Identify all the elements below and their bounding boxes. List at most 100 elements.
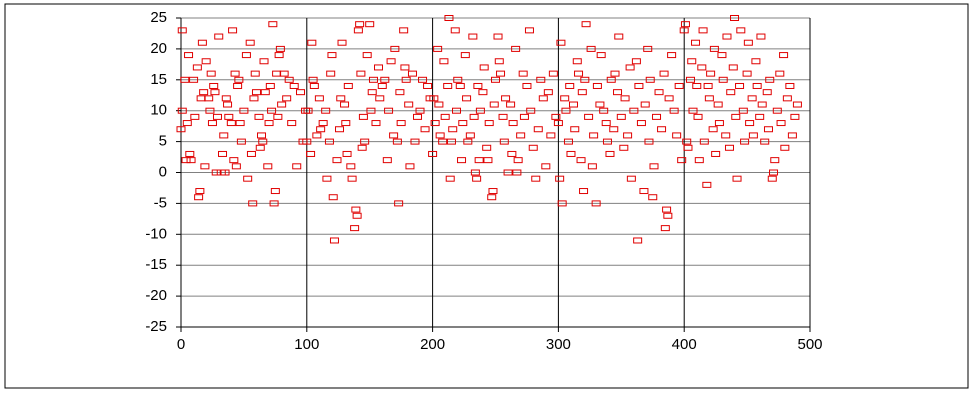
- marker: [776, 120, 786, 127]
- marker: [365, 21, 375, 28]
- marker: [731, 113, 741, 120]
- marker: [209, 82, 219, 89]
- marker: [493, 33, 503, 40]
- y-tick-label: 10: [150, 102, 167, 119]
- marker: [200, 163, 210, 170]
- marker: [362, 52, 372, 59]
- marker: [327, 52, 337, 59]
- marker: [644, 138, 654, 145]
- marker: [474, 157, 484, 164]
- marker: [751, 58, 761, 65]
- marker: [176, 126, 186, 133]
- y-tick-label: -20: [145, 287, 167, 304]
- marker: [239, 107, 249, 114]
- marker: [577, 89, 587, 96]
- marker: [609, 126, 619, 133]
- marker: [499, 138, 509, 145]
- marker: [201, 58, 211, 65]
- marker: [254, 113, 264, 120]
- marker: [652, 113, 662, 120]
- marker: [541, 163, 551, 170]
- marker: [536, 76, 546, 83]
- marker: [721, 132, 731, 139]
- marker: [177, 27, 187, 34]
- marker: [462, 95, 472, 102]
- marker: [318, 120, 328, 127]
- marker: [395, 89, 405, 96]
- marker: [790, 113, 800, 120]
- marker: [706, 70, 716, 77]
- marker: [660, 225, 670, 232]
- marker: [683, 144, 693, 151]
- marker: [645, 76, 655, 83]
- marker: [732, 175, 742, 182]
- marker: [204, 95, 214, 102]
- marker: [782, 95, 792, 102]
- marker: [592, 82, 602, 89]
- marker: [606, 76, 616, 83]
- marker: [561, 107, 571, 114]
- marker: [184, 52, 194, 59]
- marker: [296, 89, 306, 96]
- marker: [182, 120, 192, 127]
- marker: [374, 64, 384, 71]
- marker: [405, 163, 415, 170]
- marker: [332, 157, 342, 164]
- marker: [418, 76, 428, 83]
- marker: [407, 70, 417, 77]
- marker: [755, 113, 765, 120]
- marker: [613, 89, 623, 96]
- marker: [738, 107, 748, 114]
- x-tick-label: 500: [797, 336, 822, 353]
- marker: [307, 39, 317, 46]
- marker: [230, 70, 240, 77]
- marker: [519, 113, 529, 120]
- marker: [357, 144, 367, 151]
- marker: [742, 70, 752, 77]
- marker: [186, 157, 196, 164]
- marker: [620, 95, 630, 102]
- marker: [458, 120, 468, 127]
- marker: [629, 107, 639, 114]
- marker: [614, 33, 624, 40]
- marker: [626, 175, 636, 182]
- marker: [633, 237, 643, 244]
- marker: [553, 120, 563, 127]
- marker: [546, 132, 556, 139]
- marker: [272, 70, 282, 77]
- marker: [730, 15, 740, 21]
- marker: [428, 150, 438, 157]
- marker: [335, 126, 345, 133]
- marker: [255, 144, 265, 151]
- marker: [199, 89, 209, 96]
- marker: [767, 175, 777, 182]
- marker: [343, 82, 353, 89]
- marker: [226, 120, 236, 127]
- marker: [267, 107, 277, 114]
- marker: [596, 52, 606, 59]
- marker: [190, 113, 200, 120]
- marker: [455, 82, 465, 89]
- marker: [498, 113, 508, 120]
- marker: [245, 39, 255, 46]
- marker: [752, 82, 762, 89]
- marker: [610, 70, 620, 77]
- marker: [694, 157, 704, 164]
- marker: [470, 169, 480, 176]
- x-tick-label: 100: [294, 336, 319, 353]
- marker: [342, 150, 352, 157]
- marker: [189, 76, 199, 83]
- marker: [257, 132, 267, 139]
- marker: [218, 150, 228, 157]
- marker: [743, 39, 753, 46]
- marker: [275, 45, 285, 52]
- marker: [322, 175, 332, 182]
- y-tick-label: 0: [159, 163, 167, 180]
- marker: [350, 225, 360, 232]
- marker: [196, 95, 206, 102]
- marker: [616, 113, 626, 120]
- marker: [748, 132, 758, 139]
- marker: [404, 101, 414, 108]
- marker: [765, 76, 775, 83]
- marker: [524, 27, 534, 34]
